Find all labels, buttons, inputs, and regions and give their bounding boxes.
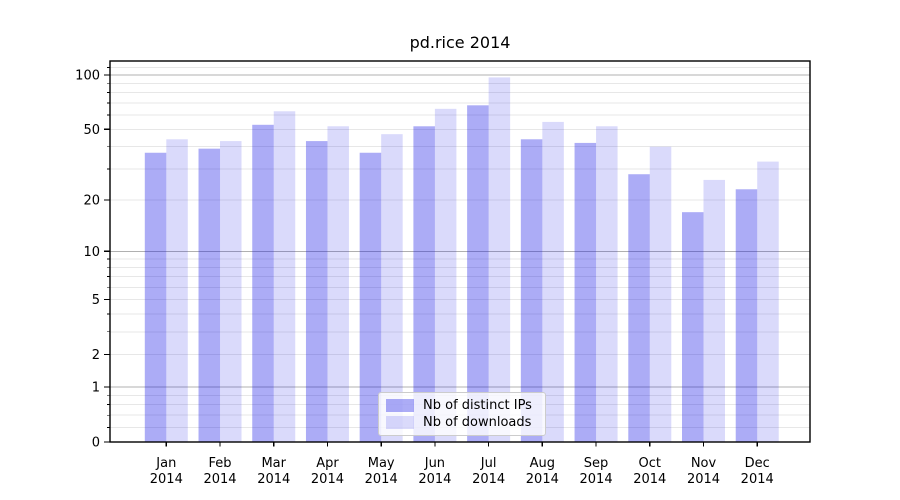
- y-tick-label: 5: [92, 293, 100, 308]
- x-tick-label-month: Dec: [745, 456, 770, 471]
- bar-nb-of-distinct-ips-feb: [198, 148, 221, 442]
- y-tick-label: 1: [92, 380, 100, 395]
- x-tick-label-month: Oct: [639, 456, 661, 471]
- y-tick-label: 2: [92, 348, 100, 363]
- legend: Nb of distinct IPs Nb of downloads: [378, 392, 546, 436]
- bar-nb-of-distinct-ips-may: [359, 152, 382, 442]
- bar-nb-of-distinct-ips-sep: [574, 142, 597, 442]
- bar-nb-of-downloads-dec: [757, 161, 779, 442]
- legend-swatch-downloads: [386, 416, 414, 430]
- bar-nb-of-distinct-ips-aug: [520, 139, 543, 442]
- bar-nb-of-distinct-ips-apr: [305, 141, 328, 443]
- x-tick-label-month: Feb: [209, 456, 232, 471]
- y-tick-label: 0: [92, 436, 100, 451]
- x-tick-label-year: 2014: [418, 472, 451, 487]
- x-tick-label-month: Sep: [584, 456, 609, 471]
- legend-swatch-distinct-ips: [386, 398, 414, 412]
- y-tick-label: 10: [83, 245, 100, 260]
- y-tick-label: 50: [83, 123, 100, 138]
- bar-nb-of-distinct-ips-dec: [735, 189, 758, 442]
- x-tick-label-year: 2014: [633, 472, 666, 487]
- x-tick-label-month: Aug: [530, 456, 555, 471]
- x-tick-label-month: Nov: [691, 456, 717, 471]
- bar-nb-of-distinct-ips-jul: [467, 105, 489, 442]
- bar-nb-of-downloads-jan: [166, 139, 188, 442]
- x-tick-label-month: May: [368, 456, 395, 471]
- y-tick-label: 100: [75, 69, 100, 84]
- x-tick-label-month: Jun: [424, 456, 445, 471]
- x-tick-label-year: 2014: [580, 472, 613, 487]
- legend-label-distinct-ips: Nb of distinct IPs: [423, 397, 532, 413]
- bar-nb-of-downloads-jun: [434, 108, 457, 443]
- bar-nb-of-downloads-feb: [220, 141, 242, 443]
- bar-nb-of-downloads-mar: [273, 111, 296, 442]
- legend-label-downloads: Nb of downloads: [423, 415, 532, 431]
- bar-nb-of-distinct-ips-nov: [682, 212, 704, 442]
- x-tick-label-year: 2014: [365, 472, 398, 487]
- bar-nb-of-downloads-jul: [488, 77, 511, 443]
- legend-item-distinct-ips: Nb of distinct IPs: [386, 398, 538, 413]
- x-tick-label-year: 2014: [257, 472, 290, 487]
- x-tick-label-year: 2014: [526, 472, 559, 487]
- x-tick-label-year: 2014: [687, 472, 720, 487]
- bar-nb-of-distinct-ips-jan: [144, 152, 167, 442]
- bar-nb-of-downloads-sep: [596, 126, 618, 442]
- x-tick-label-month: Apr: [316, 456, 339, 471]
- x-tick-label-year: 2014: [472, 472, 505, 487]
- bar-nb-of-downloads-nov: [703, 179, 725, 442]
- bar-nb-of-distinct-ips-oct: [628, 174, 650, 442]
- bar-nb-of-downloads-apr: [327, 126, 349, 442]
- bar-nb-of-downloads-may: [381, 134, 403, 442]
- x-tick-label-month: Jul: [480, 456, 497, 471]
- chart-title: pd.rice 2014: [409, 33, 511, 52]
- legend-item-downloads: Nb of downloads: [386, 415, 538, 430]
- x-tick-label-year: 2014: [311, 472, 344, 487]
- x-tick-label-year: 2014: [150, 472, 183, 487]
- x-tick-label-month: Jan: [155, 456, 176, 471]
- x-tick-label-month: Mar: [261, 456, 286, 471]
- x-tick-label-year: 2014: [741, 472, 774, 487]
- bar-nb-of-downloads-aug: [542, 121, 564, 442]
- y-tick-label: 20: [83, 193, 100, 208]
- bar-nb-of-distinct-ips-mar: [252, 124, 274, 442]
- bar-nb-of-distinct-ips-jun: [413, 126, 435, 442]
- bar-nb-of-downloads-oct: [649, 146, 672, 442]
- x-tick-label-year: 2014: [203, 472, 236, 487]
